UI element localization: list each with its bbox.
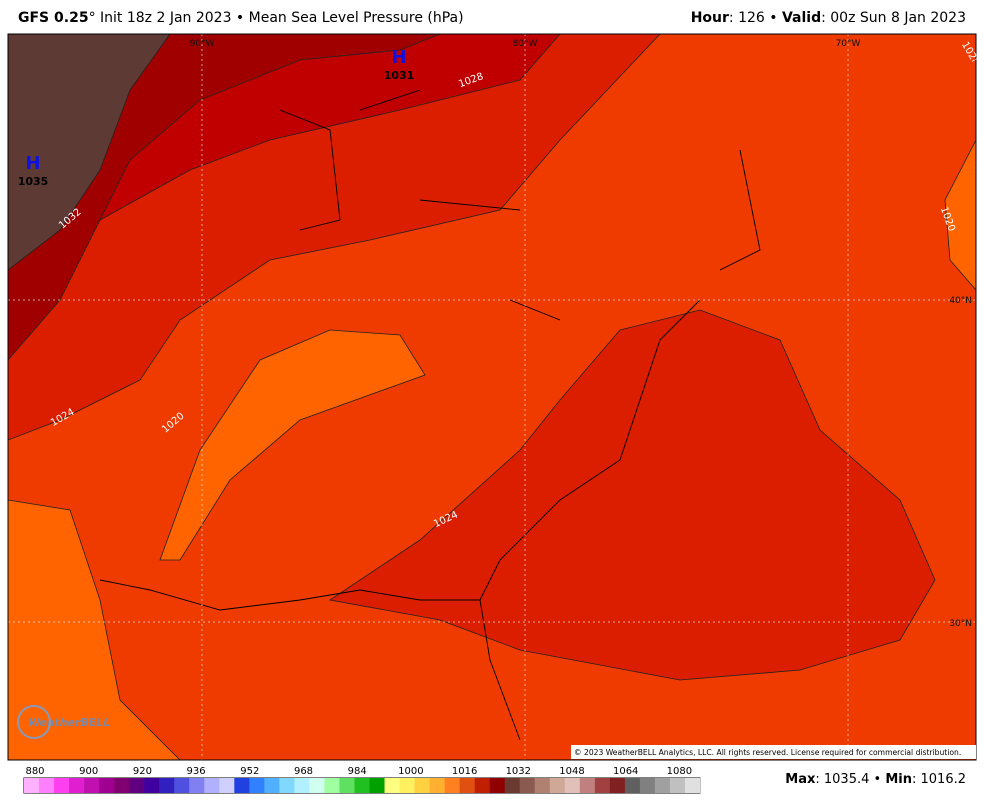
colorbar-swatch bbox=[234, 778, 250, 793]
header-text: GFS 0.25 bbox=[18, 10, 89, 26]
colorbar-swatch bbox=[114, 778, 130, 793]
colorbar-swatch bbox=[669, 778, 686, 793]
colorbar-swatch bbox=[519, 778, 536, 793]
colorbar-swatch bbox=[219, 778, 235, 793]
colorbar-swatch bbox=[639, 778, 656, 793]
colorbar-swatch bbox=[204, 778, 220, 793]
map-fill bbox=[8, 34, 976, 760]
colorbar-swatch bbox=[624, 778, 641, 793]
colorbar-swatch bbox=[504, 778, 521, 793]
latitude-label: 30°N bbox=[949, 619, 972, 629]
colorbar-tick: 984 bbox=[348, 766, 367, 777]
colorbar-swatch bbox=[54, 778, 70, 793]
header-right: Hour: 126 • Valid: 00z Sun 8 Jan 2023 bbox=[691, 10, 966, 26]
colorbar-tick: 1080 bbox=[667, 766, 692, 777]
colorbar-swatch bbox=[594, 778, 611, 793]
colorbar-swatch bbox=[69, 778, 85, 793]
colorbar-swatch bbox=[414, 778, 430, 793]
colorbar-swatch bbox=[324, 778, 340, 793]
colorbar-swatch bbox=[264, 778, 280, 793]
colorbar-swatch bbox=[174, 778, 190, 793]
latitude-label: 40°N bbox=[949, 296, 972, 306]
colorbar-swatch bbox=[429, 778, 445, 793]
header-text: Init 18z 2 Jan 2023 • Mean Sea Level Pre… bbox=[95, 10, 464, 26]
colorbar-tick: 1016 bbox=[452, 766, 477, 777]
header-text: : 126 • bbox=[728, 10, 782, 26]
longitude-label: 90°W bbox=[190, 39, 215, 49]
colorbar-swatch bbox=[129, 778, 145, 793]
colorbar-swatch bbox=[549, 778, 566, 793]
colorbar-swatch bbox=[384, 778, 400, 793]
copyright-box bbox=[571, 745, 976, 759]
colorbar-tick: 900 bbox=[79, 766, 98, 777]
stats-sep: : bbox=[911, 772, 921, 787]
min-label: Min bbox=[885, 772, 912, 787]
stats-sep: : bbox=[815, 772, 824, 787]
longitude-label: 70°W bbox=[836, 39, 861, 49]
high-value: 1031 bbox=[384, 69, 415, 82]
colorbar-tick: 952 bbox=[240, 766, 259, 777]
colorbar-swatch bbox=[84, 778, 100, 793]
colorbar-swatch bbox=[474, 778, 490, 793]
colorbar-swatch bbox=[24, 778, 40, 793]
header-text: : 00z Sun 8 Jan 2023 bbox=[821, 10, 966, 26]
min-value: 1016.2 bbox=[920, 772, 967, 787]
header: GFS 0.25° Init 18z 2 Jan 2023 • Mean Sea… bbox=[18, 10, 966, 32]
stats-sep: • bbox=[869, 772, 886, 787]
header-text: ° bbox=[88, 10, 96, 26]
colorbar-swatch bbox=[354, 778, 370, 793]
high-symbol: H bbox=[391, 47, 406, 68]
max-value: 1035.4 bbox=[823, 772, 870, 787]
colorbar-swatch bbox=[489, 778, 506, 793]
colorbar-swatch bbox=[144, 778, 160, 793]
colorbar-swatch bbox=[159, 778, 175, 793]
colorbar-tick: 968 bbox=[294, 766, 313, 777]
colorbar-swatch bbox=[369, 778, 385, 793]
colorbar-swatch bbox=[189, 778, 205, 793]
colorbar-swatch bbox=[534, 778, 551, 793]
colorbar-swatch bbox=[294, 778, 310, 793]
logo: WeatherBELL bbox=[28, 716, 110, 729]
colorbar-tick: 1048 bbox=[559, 766, 584, 777]
colorbar-swatch bbox=[399, 778, 415, 793]
header-left: GFS 0.25° Init 18z 2 Jan 2023 • Mean Sea… bbox=[18, 10, 464, 26]
copyright: © 2023 WeatherBELL Analytics, LLC. All r… bbox=[574, 748, 961, 757]
colorbar-swatch bbox=[579, 778, 596, 793]
header-text: Hour bbox=[690, 10, 729, 26]
colorbar-tick: 880 bbox=[25, 766, 44, 777]
colorbar-swatch bbox=[309, 778, 325, 793]
colorbar-swatch bbox=[564, 778, 581, 793]
header-text: Valid bbox=[781, 10, 822, 26]
colorbar-tick: 1000 bbox=[398, 766, 423, 777]
colorbar-swatch bbox=[459, 778, 475, 793]
colorbar-swatch bbox=[99, 778, 115, 793]
colorbar-tick: 1064 bbox=[613, 766, 638, 777]
graticule bbox=[8, 34, 976, 760]
colorbar-swatch bbox=[654, 778, 671, 793]
colorbar-swatch bbox=[339, 778, 355, 793]
colorbar-swatch bbox=[609, 778, 626, 793]
map-frame bbox=[7, 33, 977, 761]
high-value: 1035 bbox=[18, 175, 49, 188]
longitude-label: 80°W bbox=[513, 39, 538, 49]
colorbar-tick: 936 bbox=[187, 766, 206, 777]
colorbar-swatch bbox=[279, 778, 295, 793]
colorbar-swatch bbox=[444, 778, 460, 793]
stats: Max: 1035.4 • Min: 1016.2 bbox=[785, 772, 966, 787]
colorbar-tick: 1032 bbox=[506, 766, 531, 777]
colorbar-swatch bbox=[684, 778, 701, 793]
colorbar-swatch bbox=[249, 778, 265, 793]
logo-mark bbox=[17, 705, 51, 739]
colorbar-tick: 920 bbox=[133, 766, 152, 777]
max-label: Max bbox=[785, 772, 816, 787]
colorbar-swatch bbox=[39, 778, 55, 793]
high-symbol: H bbox=[25, 153, 40, 174]
